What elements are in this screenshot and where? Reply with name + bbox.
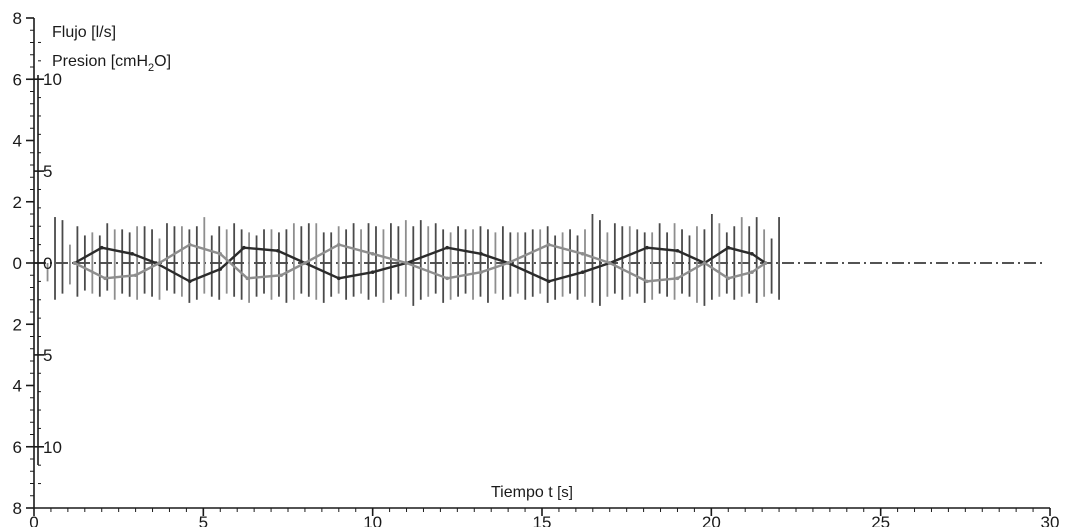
left-y-tick-label: 4 bbox=[13, 132, 22, 151]
series-point-1 bbox=[279, 273, 284, 278]
series-point-0 bbox=[546, 279, 551, 284]
legend-label-flujo: Flujo [l/s] bbox=[52, 24, 116, 41]
series-point-0 bbox=[726, 245, 731, 250]
legend-label-presion-sub: 2 bbox=[148, 62, 154, 74]
x-axis-label: Tiempo t [s] bbox=[491, 484, 573, 501]
series-point-1 bbox=[404, 261, 409, 265]
legend-label-presion-after: O] bbox=[154, 53, 171, 70]
series-point-1 bbox=[726, 276, 731, 281]
series-point-1 bbox=[702, 261, 707, 265]
x-tick-label: 10 bbox=[363, 513, 382, 527]
series-point-1 bbox=[218, 252, 223, 256]
x-axis-label-text: Tiempo t bbox=[491, 484, 557, 501]
left-y-tick-label: 2 bbox=[13, 193, 22, 212]
series-point-1 bbox=[103, 276, 107, 281]
series-point-0 bbox=[218, 267, 223, 271]
series-point-1 bbox=[370, 252, 375, 256]
series-line-0 bbox=[74, 246, 767, 283]
series-point-0 bbox=[370, 270, 375, 274]
series-point-1 bbox=[445, 276, 449, 281]
series-point-1 bbox=[187, 242, 192, 247]
left-y-tick-label: 6 bbox=[13, 70, 22, 89]
x-tick-label: 5 bbox=[199, 513, 208, 527]
series-point-1 bbox=[750, 270, 754, 274]
series-point-1 bbox=[245, 276, 250, 281]
inner-y-tick-label: 5 bbox=[43, 346, 52, 365]
series-layer bbox=[72, 242, 768, 284]
left-y-tick-label: 8 bbox=[13, 499, 22, 518]
series-point-1 bbox=[763, 261, 768, 265]
series-point-1 bbox=[580, 252, 585, 256]
series-point-0 bbox=[337, 276, 341, 281]
inner-y-tick-label: 10 bbox=[43, 70, 62, 89]
inner-y-tick-label: 5 bbox=[43, 162, 52, 181]
series-point-1 bbox=[645, 279, 649, 284]
series-point-0 bbox=[479, 252, 483, 256]
series-point-0 bbox=[675, 248, 680, 253]
left-y-tick-label: 8 bbox=[13, 9, 22, 28]
series-point-1 bbox=[157, 261, 162, 265]
series-point-0 bbox=[750, 252, 754, 256]
left-y-tick-label: 2 bbox=[13, 315, 22, 334]
series-point-1 bbox=[303, 261, 307, 265]
x-axis-label-unit: [s] bbox=[557, 484, 573, 501]
series-line-1 bbox=[74, 243, 767, 283]
series-point-1 bbox=[479, 270, 483, 274]
series-point-1 bbox=[506, 261, 510, 265]
series-point-0 bbox=[130, 252, 135, 256]
series-point-1 bbox=[133, 273, 138, 278]
series-point-0 bbox=[187, 279, 192, 284]
series-point-0 bbox=[445, 245, 449, 250]
series-point-0 bbox=[580, 270, 585, 274]
series-point-1 bbox=[72, 261, 77, 265]
series-point-1 bbox=[337, 242, 341, 247]
x-tick-label: 25 bbox=[871, 513, 890, 527]
series-point-1 bbox=[675, 276, 680, 281]
series-point-1 bbox=[546, 242, 551, 247]
series-point-1 bbox=[607, 261, 612, 265]
legend-label-presion-main: Presion [cmH bbox=[52, 53, 148, 70]
series-point-0 bbox=[99, 245, 104, 250]
oscillation-layer bbox=[46, 214, 780, 306]
x-tick-label: 20 bbox=[702, 513, 721, 527]
x-tick-label: 30 bbox=[1041, 513, 1060, 527]
inner-y-tick-label: 0 bbox=[43, 254, 52, 273]
left-y-tick-label: 0 bbox=[13, 254, 22, 273]
inner-y-tick-label: 10 bbox=[43, 438, 62, 457]
left-y-tick-label: 4 bbox=[13, 377, 22, 396]
series-point-0 bbox=[242, 245, 246, 250]
series-point-0 bbox=[645, 245, 649, 250]
x-tick-label: 15 bbox=[533, 513, 552, 527]
left-y-tick-label: 6 bbox=[13, 438, 22, 457]
legend-label-presion: Presion [cmH2O] bbox=[52, 53, 171, 74]
series-point-0 bbox=[276, 248, 280, 253]
x-tick-label: 0 bbox=[29, 513, 38, 527]
